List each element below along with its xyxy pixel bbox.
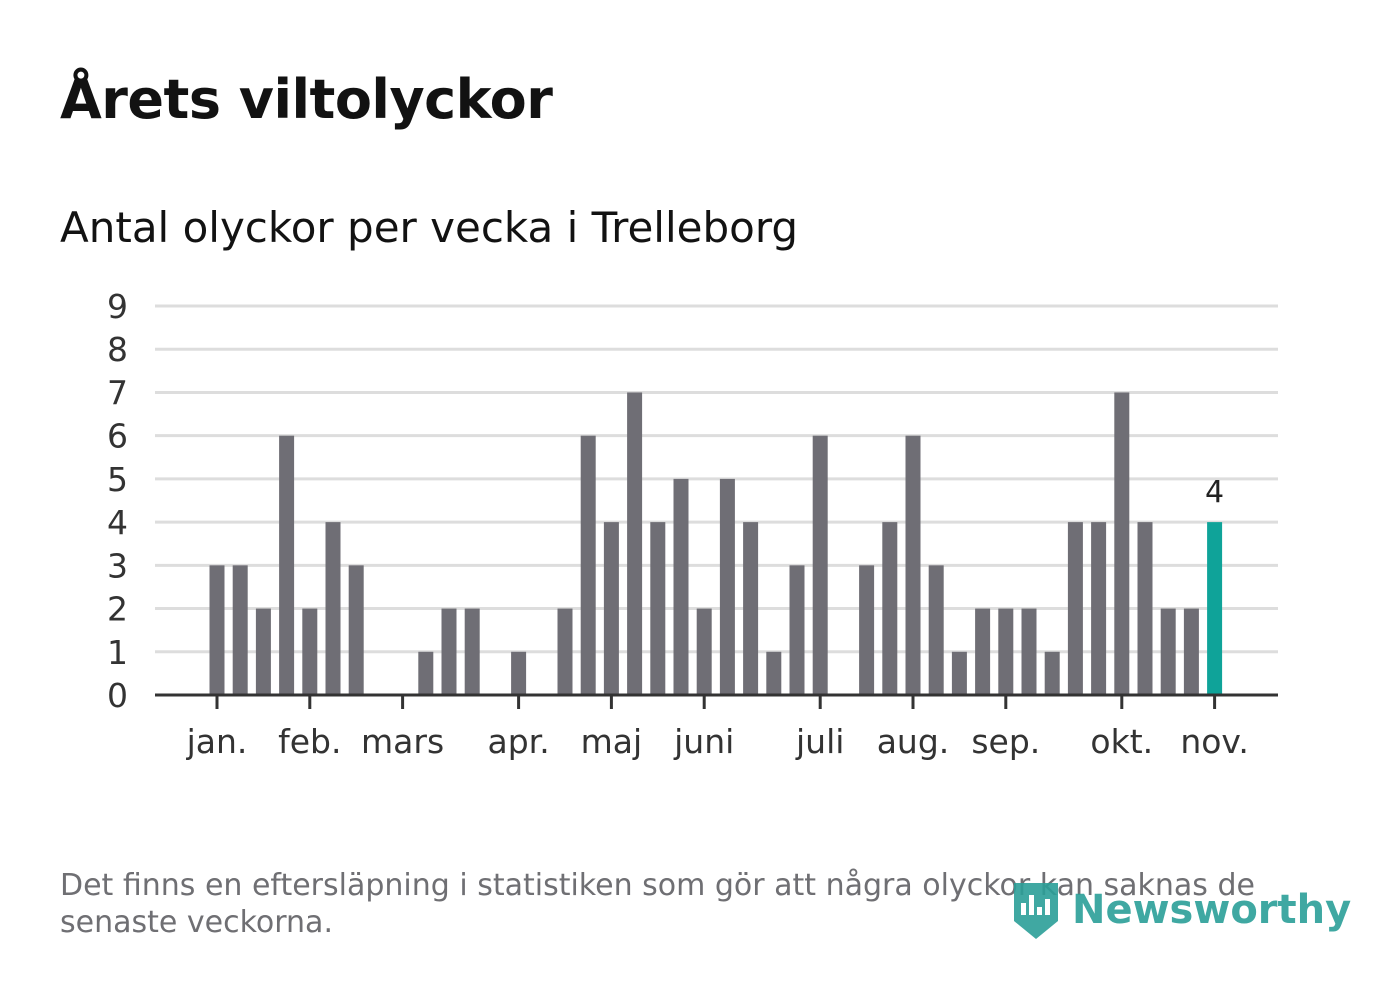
bar xyxy=(975,608,991,695)
bar xyxy=(928,565,944,695)
bar xyxy=(719,478,735,695)
newsworthy-logo-icon xyxy=(1014,883,1058,939)
bar xyxy=(1183,608,1199,695)
x-tick-label: feb. xyxy=(278,722,341,761)
y-tick-label: 6 xyxy=(107,417,128,456)
bar xyxy=(1160,608,1176,695)
bar xyxy=(696,608,712,695)
bar xyxy=(557,608,573,695)
bar xyxy=(279,435,295,695)
brand-name: Newsworthy xyxy=(1072,887,1352,933)
bar xyxy=(859,565,875,695)
bar xyxy=(464,608,480,695)
bar xyxy=(673,478,689,695)
bar-chart: 0 1 2 3 4 5 6 7 8 9 jan. feb. mars apr. maj juni juli au… xyxy=(107,287,1278,761)
bar xyxy=(1021,608,1037,695)
y-tick-label: 1 xyxy=(107,633,128,672)
bar xyxy=(882,522,898,695)
bar xyxy=(951,651,967,695)
y-tick-label: 2 xyxy=(107,590,128,629)
bar xyxy=(789,565,805,695)
y-tick-label: 0 xyxy=(107,676,128,715)
bar xyxy=(302,608,318,695)
highlight-bar xyxy=(1207,522,1223,695)
x-tick-label: juni xyxy=(673,722,734,761)
bar xyxy=(998,608,1014,695)
chart-subtitle: Antal olyckor per vecka i Trelleborg xyxy=(60,203,799,252)
y-tick-label: 5 xyxy=(107,460,128,499)
x-tick-label: jan. xyxy=(186,722,248,761)
bar xyxy=(511,651,527,695)
y-tick-label: 3 xyxy=(107,546,128,585)
x-tick-label: juli xyxy=(795,722,844,761)
bar xyxy=(627,392,643,695)
bar xyxy=(1044,651,1060,695)
data-labels: 4 xyxy=(1205,475,1224,510)
bar xyxy=(580,435,596,695)
x-tick-label: apr. xyxy=(487,722,549,761)
bar xyxy=(441,608,457,695)
newsworthy-brand[interactable]: Newsworthy xyxy=(1010,875,1351,945)
bar xyxy=(603,522,619,695)
x-tick-label: maj xyxy=(581,722,643,761)
bar xyxy=(743,522,759,695)
y-tick-label: 8 xyxy=(107,330,128,369)
bars xyxy=(209,392,1223,695)
x-tick-label: okt. xyxy=(1090,722,1153,761)
y-tick-label: 4 xyxy=(107,503,128,542)
y-tick-label: 9 xyxy=(107,287,128,326)
bar xyxy=(1091,522,1107,695)
bar xyxy=(1114,392,1130,695)
bar xyxy=(232,565,248,695)
x-tick-label: sep. xyxy=(971,722,1040,761)
x-tick-label: mars xyxy=(361,722,444,761)
bar xyxy=(905,435,921,695)
bar xyxy=(325,522,341,695)
highlight-data-label: 4 xyxy=(1205,475,1224,510)
grid-lines xyxy=(155,304,1278,654)
bar xyxy=(766,651,782,695)
bar xyxy=(418,651,434,695)
x-tick-label: aug. xyxy=(877,722,950,761)
bar xyxy=(209,565,225,695)
x-axis-ticks: jan. feb. mars apr. maj juni juli aug. sep. okt. n… xyxy=(186,695,1249,761)
bar xyxy=(348,565,364,695)
x-tick-label: nov. xyxy=(1180,722,1249,761)
bar xyxy=(1067,522,1083,695)
chart-title: Årets viltolyckor xyxy=(60,68,553,131)
bar xyxy=(1137,522,1153,695)
y-tick-label: 7 xyxy=(107,373,128,412)
bar xyxy=(650,522,666,695)
bar xyxy=(812,435,828,695)
y-axis-ticks: 0 1 2 3 4 5 6 7 8 9 xyxy=(107,287,128,715)
bar xyxy=(255,608,271,695)
